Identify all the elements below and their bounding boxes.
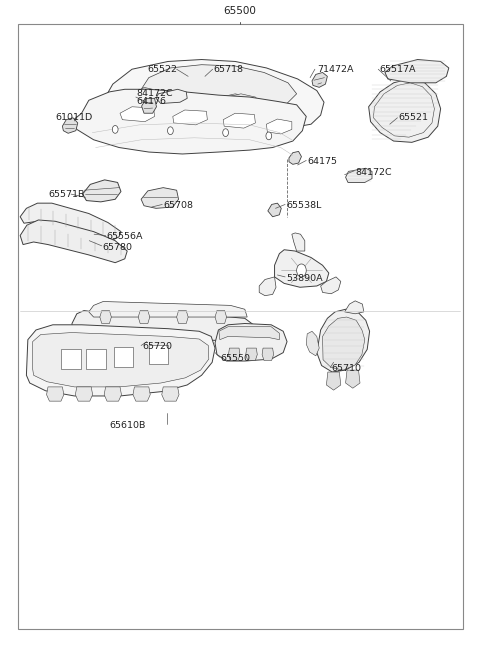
Polygon shape <box>86 349 106 369</box>
Polygon shape <box>156 89 187 104</box>
Circle shape <box>266 132 272 140</box>
Text: 65708: 65708 <box>163 201 193 210</box>
Circle shape <box>223 129 228 137</box>
Circle shape <box>112 126 118 133</box>
Polygon shape <box>215 311 227 324</box>
Polygon shape <box>275 250 329 287</box>
Text: 65538L: 65538L <box>286 201 322 210</box>
Polygon shape <box>20 220 127 263</box>
Text: 65718: 65718 <box>214 65 243 74</box>
Polygon shape <box>317 309 370 372</box>
Text: 53890A: 53890A <box>286 274 323 283</box>
Text: 65522: 65522 <box>148 65 178 74</box>
Polygon shape <box>223 113 255 128</box>
Polygon shape <box>138 311 150 324</box>
Polygon shape <box>346 370 360 388</box>
Polygon shape <box>289 151 301 164</box>
Polygon shape <box>162 387 179 401</box>
Polygon shape <box>62 118 78 133</box>
Polygon shape <box>217 94 265 121</box>
Polygon shape <box>292 233 305 251</box>
Polygon shape <box>89 302 247 317</box>
Polygon shape <box>345 301 364 314</box>
Polygon shape <box>149 345 168 364</box>
Text: 65720: 65720 <box>142 342 172 351</box>
Text: 61011D: 61011D <box>55 113 93 122</box>
Polygon shape <box>326 372 341 390</box>
Polygon shape <box>177 311 188 324</box>
Text: 65610B: 65610B <box>109 421 146 430</box>
Text: 64175: 64175 <box>307 157 337 166</box>
Polygon shape <box>47 387 64 401</box>
Text: 65556A: 65556A <box>107 232 143 241</box>
Polygon shape <box>173 110 207 125</box>
Polygon shape <box>266 119 292 134</box>
Text: 84172C: 84172C <box>355 168 392 177</box>
Polygon shape <box>135 65 297 114</box>
Text: 65500: 65500 <box>224 6 256 16</box>
Polygon shape <box>141 188 179 208</box>
Text: 84172C: 84172C <box>137 89 173 98</box>
Polygon shape <box>73 89 306 154</box>
Polygon shape <box>166 97 181 110</box>
Polygon shape <box>215 324 287 361</box>
Polygon shape <box>262 348 274 360</box>
Circle shape <box>168 127 173 135</box>
Polygon shape <box>105 60 324 131</box>
Polygon shape <box>72 311 254 341</box>
Text: 65517A: 65517A <box>379 65 416 74</box>
Polygon shape <box>20 203 121 241</box>
Polygon shape <box>137 87 154 102</box>
Polygon shape <box>83 180 121 202</box>
Polygon shape <box>33 333 209 387</box>
Polygon shape <box>268 203 281 217</box>
Polygon shape <box>323 317 365 370</box>
Text: 65780: 65780 <box>103 243 132 252</box>
Polygon shape <box>120 107 155 122</box>
Polygon shape <box>321 277 341 294</box>
Polygon shape <box>142 98 156 113</box>
Text: 65710: 65710 <box>331 364 361 373</box>
Text: 65550: 65550 <box>221 354 251 363</box>
Text: 64176: 64176 <box>137 97 167 106</box>
Polygon shape <box>219 327 279 340</box>
Polygon shape <box>385 60 449 83</box>
Polygon shape <box>100 311 111 324</box>
Polygon shape <box>246 348 257 360</box>
Circle shape <box>297 264 306 277</box>
Polygon shape <box>114 347 133 367</box>
Polygon shape <box>259 277 276 296</box>
Text: 65521: 65521 <box>398 113 428 122</box>
Polygon shape <box>306 331 319 356</box>
Polygon shape <box>369 79 441 142</box>
Text: 71472A: 71472A <box>317 65 353 74</box>
Polygon shape <box>133 387 150 401</box>
Polygon shape <box>312 72 327 87</box>
Polygon shape <box>75 387 93 401</box>
Polygon shape <box>26 325 215 396</box>
Polygon shape <box>228 348 240 360</box>
Polygon shape <box>61 349 81 369</box>
Polygon shape <box>104 387 121 401</box>
Text: 65571B: 65571B <box>48 190 84 199</box>
Polygon shape <box>211 94 259 121</box>
Polygon shape <box>346 168 372 182</box>
